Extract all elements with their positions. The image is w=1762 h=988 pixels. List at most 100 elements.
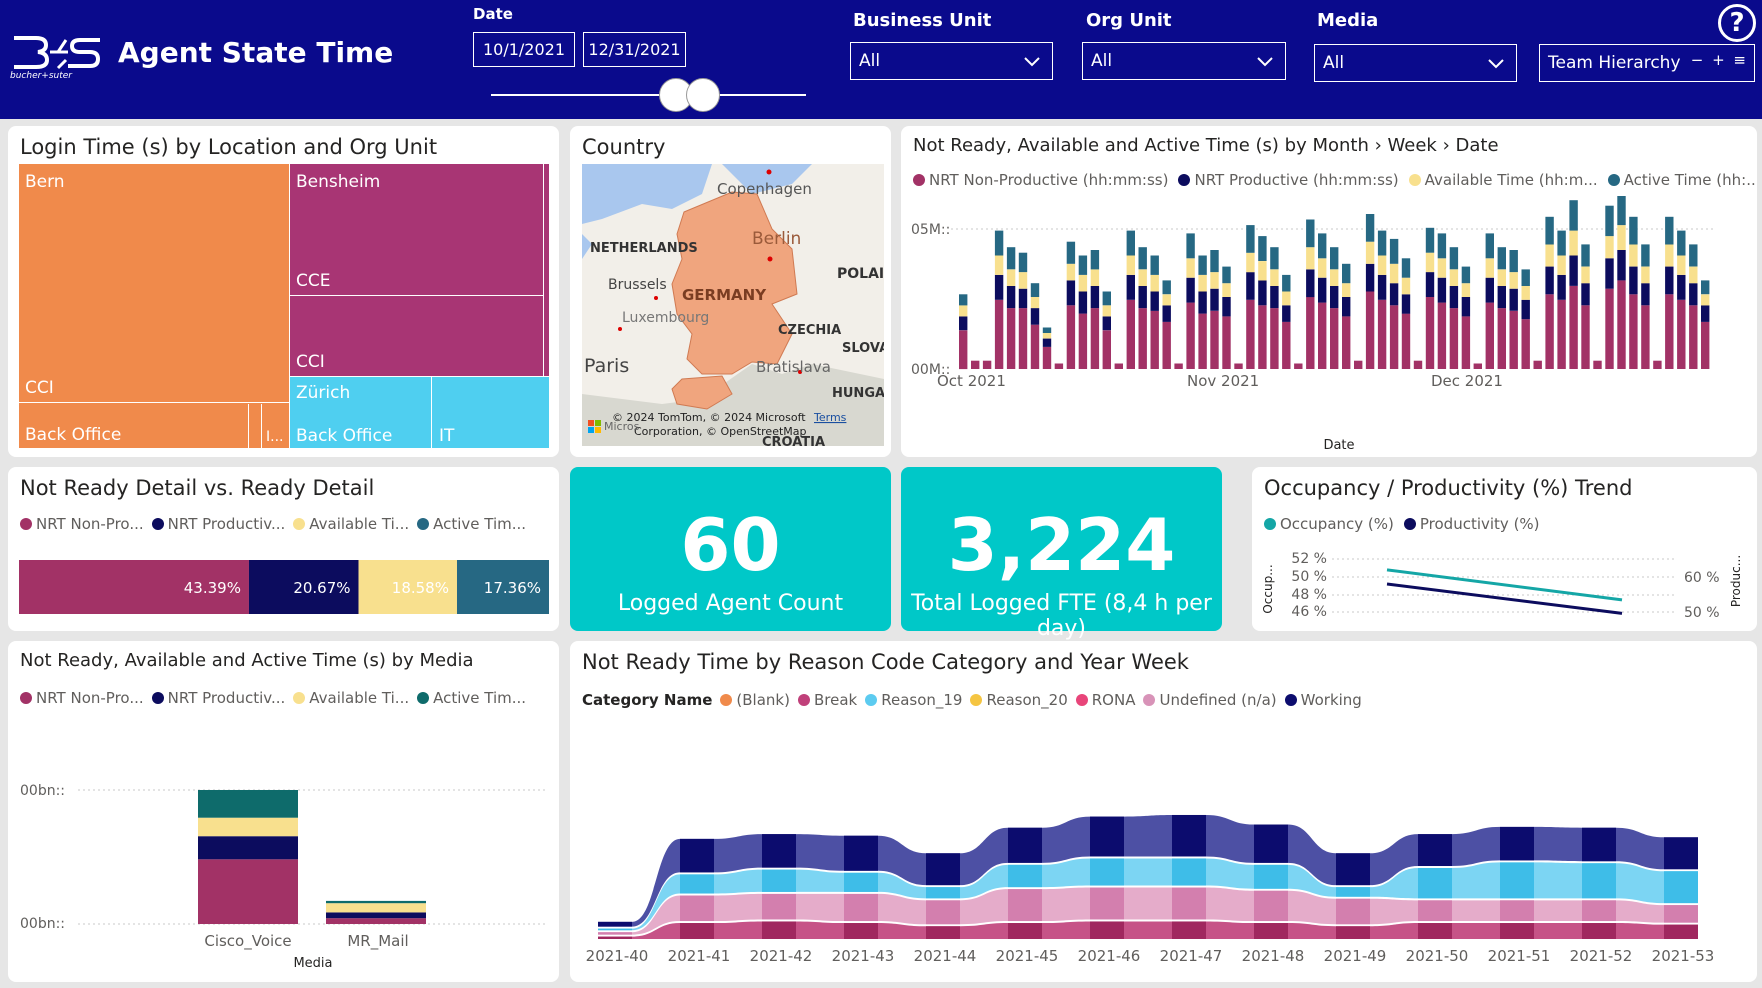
occupancy-legend: Occupancy (%) Productivity (%) xyxy=(1264,515,1540,533)
bar-segment xyxy=(1042,333,1052,339)
bar-segment xyxy=(1401,277,1411,295)
legend-item[interactable]: Reason_20 xyxy=(970,691,1068,709)
data-label: 18.58% xyxy=(392,579,449,597)
legend-item[interactable]: NRT Non-Productive (hh:mm:ss) xyxy=(913,171,1168,189)
bar-segment xyxy=(994,299,1004,369)
legend-item[interactable]: NRT Non-Pro... xyxy=(20,689,144,707)
map-card: Country Copenhagen NETHERLANDS Berlin PO… xyxy=(570,126,891,457)
legend-item[interactable]: Active Tim... xyxy=(417,689,526,707)
treemap-bern[interactable]: Bern CCI Back Office I... xyxy=(19,164,289,448)
ribbon-column xyxy=(598,928,632,931)
logo-text: bucher+suter xyxy=(10,71,73,80)
occupancy-line xyxy=(1386,568,1623,602)
treemap-bensheim-cce[interactable]: CCE xyxy=(290,164,543,296)
timeseries-card: Not Ready, Available and Active Time (s)… xyxy=(901,126,1757,457)
bar-segment xyxy=(1186,233,1195,259)
treemap-zurich-it[interactable]: IT xyxy=(433,377,550,449)
bar-segment xyxy=(994,255,1004,275)
business-unit-value: All xyxy=(859,51,881,71)
org-unit-dropdown[interactable]: All xyxy=(1082,42,1286,80)
ribbon-column xyxy=(762,893,796,920)
date-start-input[interactable]: 10/1/2021 xyxy=(473,32,575,67)
map-label-poland: POLAI xyxy=(837,266,884,282)
y-left-tick: 48 % xyxy=(1291,587,1327,603)
legend-item[interactable]: Occupancy (%) xyxy=(1264,515,1394,533)
treemap-zurich-it-label: IT xyxy=(439,426,455,446)
legend-item[interactable]: Working xyxy=(1284,691,1362,709)
date-slider-end-handle[interactable] xyxy=(686,78,720,112)
bar-segment xyxy=(1282,305,1291,322)
date-end-input[interactable]: 12/31/2021 xyxy=(583,32,686,67)
bar-segment xyxy=(1605,288,1614,369)
bar-segment xyxy=(1569,230,1578,256)
map-label-brussels: Brussels xyxy=(608,277,667,293)
occupancy-chart[interactable]: Occup... Produc... 52 % 50 % 48 % 46 % 6… xyxy=(1252,539,1757,631)
bar-segment xyxy=(1222,266,1231,284)
legend-item[interactable]: Active Time (hh:... xyxy=(1607,171,1757,189)
legend-item[interactable]: NRT Productiv... xyxy=(151,515,285,533)
bar-segment xyxy=(1342,316,1351,369)
bar-segment xyxy=(1365,241,1375,264)
timeseries-chart[interactable]: 00M:: 05M:: Oct 2021 Nov 2021 Dec 2021 D… xyxy=(901,196,1757,457)
bar-segment xyxy=(1150,274,1159,292)
business-unit-dropdown[interactable]: All xyxy=(850,42,1053,80)
bar-segment xyxy=(326,903,426,913)
notready-bar[interactable]: 43.39% 20.67% 18.58% 17.36% xyxy=(19,560,549,616)
treemap-bern-cci[interactable]: CCI xyxy=(19,164,289,403)
bar-segment xyxy=(1665,216,1674,245)
bar-segment xyxy=(1030,297,1040,309)
legend-item[interactable]: NRT Productiv... xyxy=(151,689,285,707)
legend-item[interactable]: Undefined (n/a) xyxy=(1143,691,1277,709)
legend-item[interactable]: Available Time (hh:m... xyxy=(1408,171,1598,189)
media-dropdown[interactable]: All xyxy=(1314,44,1517,82)
bar-segment xyxy=(1030,308,1040,325)
ribbon-column xyxy=(1008,827,1042,863)
reason-card: Not Ready Time by Reason Code Category a… xyxy=(570,641,1757,982)
ribbon-column xyxy=(598,921,632,927)
legend-item[interactable]: (Blank) xyxy=(720,691,790,709)
ribbon-column xyxy=(1254,824,1288,863)
bar-segment xyxy=(1354,360,1363,369)
legend-item[interactable]: Available Ti... xyxy=(293,689,409,707)
team-hierarchy-controls[interactable]: − + ≡ xyxy=(1690,51,1748,69)
legend-item[interactable]: RONA xyxy=(1075,691,1135,709)
legend-item[interactable]: Available Ti... xyxy=(293,515,409,533)
ribbon-column xyxy=(1582,923,1616,939)
treemap-bensheim-cci[interactable]: CCI xyxy=(290,297,543,376)
bar-segment xyxy=(1090,269,1100,286)
legend-item[interactable]: NRT Non-Pro... xyxy=(20,515,144,533)
x-tick: 2021-49 xyxy=(1324,947,1387,965)
treemap-zurich[interactable]: Zürich Back Office IT xyxy=(289,376,550,449)
bar-segment xyxy=(1246,272,1255,300)
bar-segment xyxy=(1389,238,1399,264)
treemap-bensheim-small[interactable] xyxy=(543,164,550,376)
team-hierarchy-slicer[interactable]: Team Hierarchy − + ≡ xyxy=(1539,44,1755,82)
treemap-bern-back-office[interactable]: Back Office xyxy=(19,404,249,448)
bar-segment xyxy=(1018,288,1028,309)
ribbon-column xyxy=(1254,923,1288,939)
bar-segment xyxy=(1318,233,1327,259)
bar-segment xyxy=(1270,247,1279,270)
legend-item[interactable]: Reason_19 xyxy=(865,691,962,709)
bar-segment xyxy=(1593,360,1602,369)
team-hierarchy-underline xyxy=(1540,81,1754,82)
date-slider-track[interactable] xyxy=(491,94,806,96)
media-chart[interactable]: 00bn:: 00bn:: Cisco_Voice MR_Mail Media xyxy=(8,721,559,982)
help-icon[interactable]: ? xyxy=(1718,4,1756,42)
treemap-bern-back-office-label: Back Office xyxy=(25,425,122,445)
ribbon-column xyxy=(680,874,714,894)
bar-segment xyxy=(1605,205,1614,237)
bar-segment xyxy=(1437,258,1447,278)
treemap-bensheim-cce-label: CCE xyxy=(296,271,331,291)
reason-chart[interactable]: 2021-40 2021-41 2021-42 2021-43 2021-44 2021-… xyxy=(570,721,1757,982)
country-map[interactable]: Copenhagen NETHERLANDS Berlin POLAI Brus… xyxy=(582,164,884,446)
legend-item[interactable]: Productivity (%) xyxy=(1403,515,1540,533)
legend-item[interactable]: NRT Productive (hh:mm:ss) xyxy=(1178,171,1399,189)
treemap-zurich-back-office[interactable]: Back Office xyxy=(290,377,432,449)
x-tick: 2021-42 xyxy=(750,947,813,965)
treemap-bern-small[interactable]: I... xyxy=(261,404,289,448)
legend-item[interactable]: Break xyxy=(797,691,857,709)
bar-segment xyxy=(1689,266,1698,284)
treemap-bensheim[interactable]: Bensheim CCE CCI xyxy=(289,164,549,376)
legend-item[interactable]: Active Tim... xyxy=(417,515,526,533)
